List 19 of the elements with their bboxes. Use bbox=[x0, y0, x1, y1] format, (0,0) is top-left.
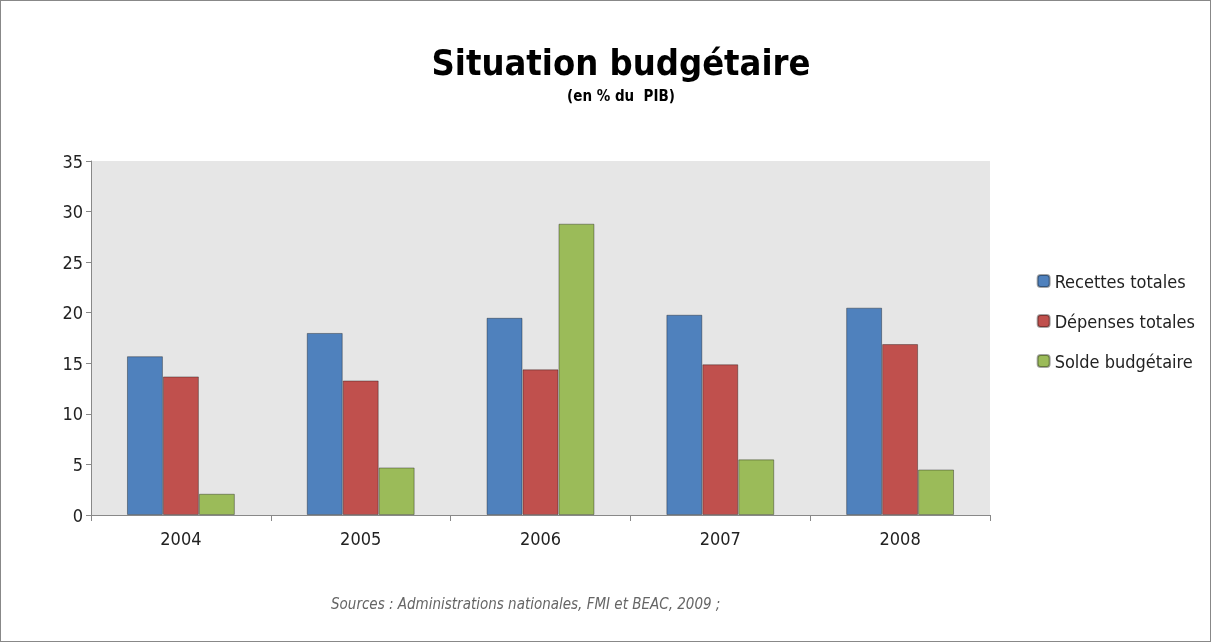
x-tick-label: 2004 bbox=[160, 527, 202, 549]
chart-title: Situation budgétaire bbox=[431, 41, 811, 83]
legend-label: Dépenses totales bbox=[1054, 310, 1196, 332]
y-tick-label: 5 bbox=[72, 453, 83, 475]
x-tick-label: 2006 bbox=[519, 527, 562, 549]
x-tick-label: 2005 bbox=[340, 527, 382, 549]
legend-label: Recettes totales bbox=[1054, 270, 1186, 292]
y-tick-label: 25 bbox=[62, 251, 83, 273]
y-tick-label: 15 bbox=[62, 352, 83, 374]
legend-label: Solde budgétaire bbox=[1054, 350, 1193, 372]
y-tick-label: 35 bbox=[62, 150, 83, 172]
x-tick-label: 2008 bbox=[879, 527, 921, 549]
chart-subtitle: (en % du PIB) bbox=[567, 86, 675, 105]
y-tick-label: 10 bbox=[62, 403, 83, 425]
y-tick-label: 30 bbox=[62, 201, 83, 223]
source-note: Sources : Administrations nationales, FMI et BEAC, 2009 ; bbox=[331, 594, 721, 613]
y-tick-label: 20 bbox=[62, 302, 83, 324]
x-tick-label: 2007 bbox=[699, 527, 741, 549]
y-tick-label: 0 bbox=[72, 504, 83, 526]
